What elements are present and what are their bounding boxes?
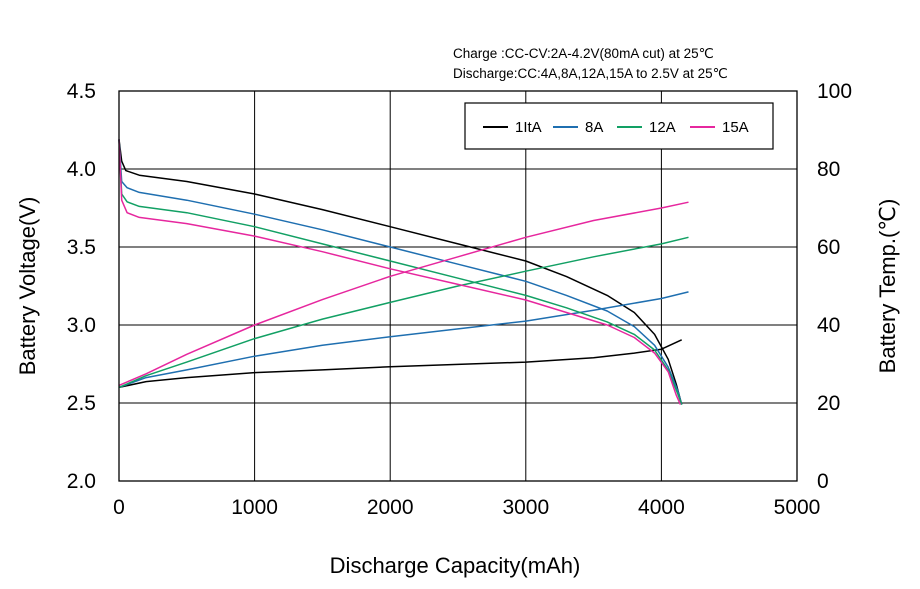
y-tick-label: 4.5 bbox=[67, 80, 96, 103]
voltage-line-15a bbox=[118, 139, 682, 405]
voltage-line-8a bbox=[118, 139, 683, 405]
y2-tick-label: 20 bbox=[817, 392, 840, 415]
legend-label-8a: 8A bbox=[585, 119, 603, 136]
y-tick-label: 2.5 bbox=[67, 392, 96, 415]
x-tick-label: 1000 bbox=[231, 496, 278, 519]
legend-label-15a: 15A bbox=[722, 119, 749, 136]
legend: 1ItA 8A 12A 15A bbox=[464, 102, 774, 150]
voltage-line-1ita bbox=[118, 139, 683, 405]
temperature-line-1ita bbox=[118, 339, 683, 389]
x-axis-title: Discharge Capacity(mAh) bbox=[330, 553, 581, 578]
temperature-line-15a bbox=[118, 201, 689, 387]
x-tick-label: 4000 bbox=[638, 496, 685, 519]
y2-tick-label: 80 bbox=[817, 158, 840, 181]
y2-tick-label: 0 bbox=[817, 470, 829, 493]
plot-frame bbox=[118, 90, 798, 482]
series-lines bbox=[118, 139, 689, 405]
x-tick-label: 3000 bbox=[502, 496, 549, 519]
legend-label-12a: 12A bbox=[649, 119, 676, 136]
y2-axis-title: Battery Temp.(℃) bbox=[875, 199, 900, 374]
tick-labels: 0 1000 2000 3000 4000 5000 2.0 2.5 3.0 3.5 4.0 4.5 0… bbox=[67, 80, 852, 519]
temperature-line-12a bbox=[118, 236, 689, 389]
discharge-condition-note: Discharge:CC:4A,8A,12A,15A to 2.5V at 25… bbox=[453, 66, 728, 81]
voltage-line-12a bbox=[118, 139, 683, 405]
legend-label-1ita: 1ItA bbox=[515, 119, 542, 136]
grid bbox=[119, 91, 797, 481]
y-tick-label: 4.0 bbox=[67, 158, 96, 181]
y-tick-label: 3.5 bbox=[67, 236, 96, 259]
y-tick-label: 2.0 bbox=[67, 470, 96, 493]
x-tick-label: 0 bbox=[113, 496, 125, 519]
x-tick-label: 2000 bbox=[367, 496, 414, 519]
y-axis-title: Battery Voltage(V) bbox=[15, 197, 40, 376]
y2-tick-label: 100 bbox=[817, 80, 852, 103]
y2-tick-label: 60 bbox=[817, 236, 840, 259]
y2-tick-label: 40 bbox=[817, 314, 840, 337]
charge-condition-note: Charge :CC-CV:2A-4.2V(80mA cut) at 25℃ bbox=[453, 46, 714, 61]
temperature-line-8a bbox=[118, 291, 689, 389]
y-tick-label: 3.0 bbox=[67, 314, 96, 337]
x-tick-label: 5000 bbox=[774, 496, 821, 519]
